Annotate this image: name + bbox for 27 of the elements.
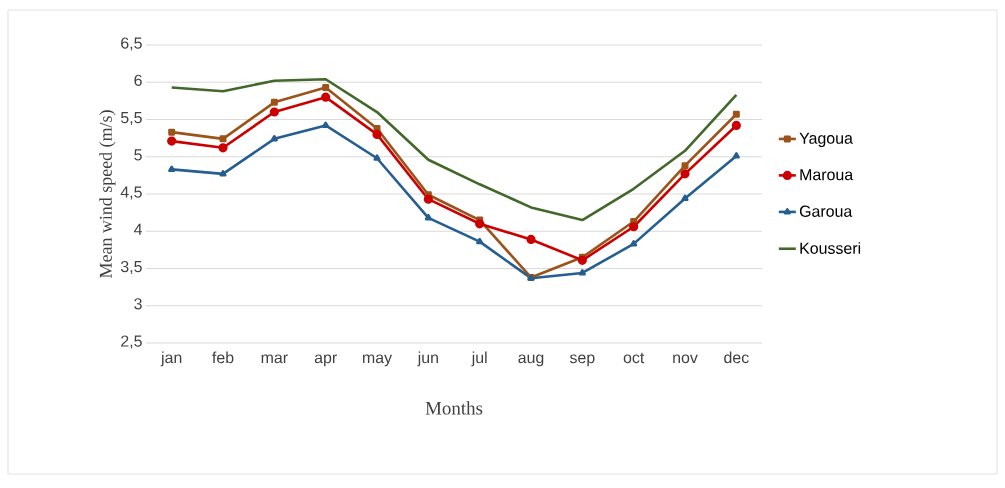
legend-label: Yagoua xyxy=(799,132,853,147)
legend-label: Maroua xyxy=(800,169,854,181)
x-tick-label: oct xyxy=(623,352,645,364)
y-tick-label: 4 xyxy=(133,223,143,235)
legend-label: Garoua xyxy=(799,205,853,217)
x-tick-label: jan xyxy=(160,351,182,367)
y-tick-label: 5,5 xyxy=(120,112,142,126)
y-tick-label: 6 xyxy=(134,74,142,86)
x-tick-label: jun xyxy=(417,351,438,367)
x-tick-label: jul xyxy=(471,351,487,367)
x-tick-label: may xyxy=(363,354,393,367)
x-tick-label: sep xyxy=(569,354,595,367)
y-tick-label: 3,5 xyxy=(120,260,142,275)
x-axis-title: Months xyxy=(425,401,483,415)
x-tick-label: aug xyxy=(518,354,544,367)
y-tick-label: 5 xyxy=(134,149,142,161)
x-tick-label: feb xyxy=(212,351,234,364)
x-tick-label: apr xyxy=(314,354,337,367)
y-tick-label: 4,5 xyxy=(120,186,142,200)
x-tick-label: mar xyxy=(261,354,288,364)
legend-label: Kousseri xyxy=(800,242,861,254)
x-tick-label: nov xyxy=(673,354,698,364)
y-tick-label: 2,5 xyxy=(121,335,142,349)
y-tick-label: 3 xyxy=(134,298,142,310)
y-axis-title: Mean wind speed (m/s) xyxy=(99,110,116,278)
y-tick-label: 6,5 xyxy=(121,37,142,51)
x-tick-label: dec xyxy=(724,351,749,364)
